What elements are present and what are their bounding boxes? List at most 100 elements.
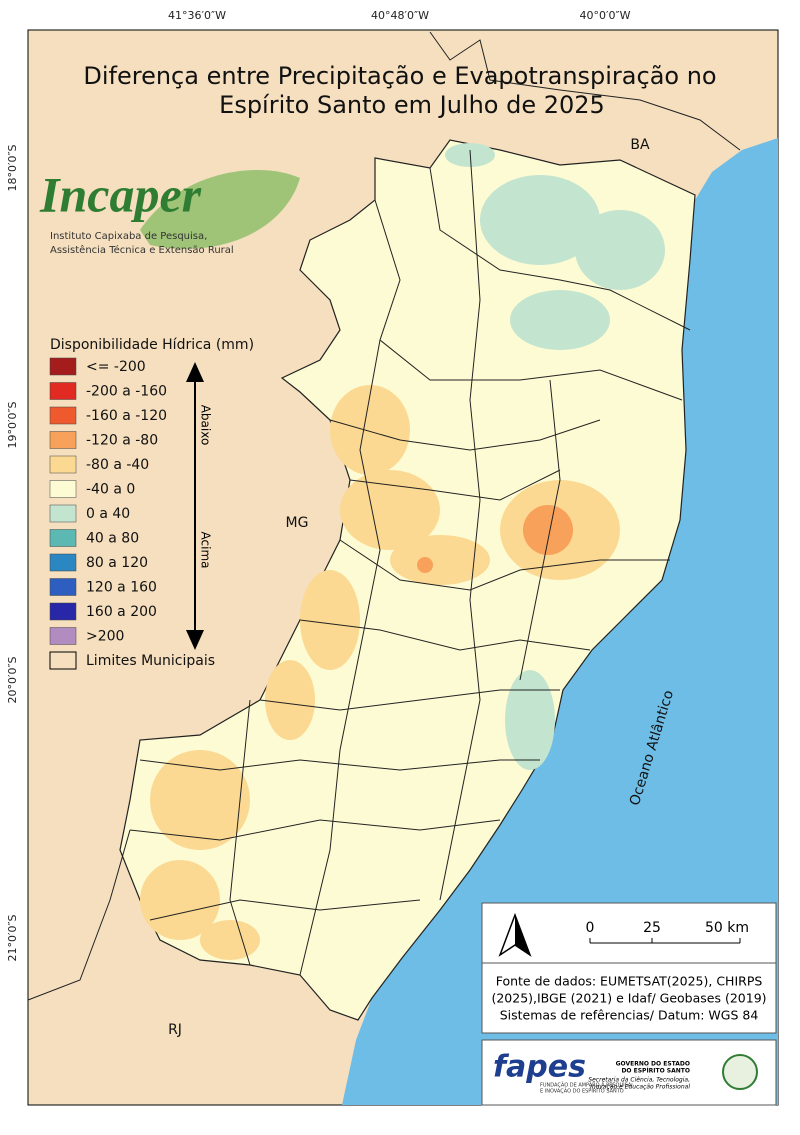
logo-subtitle: Assistência Técnica e Extensão Rural	[50, 244, 234, 256]
boundary	[129, 819, 501, 841]
source-line: Fonte de dados: EUMETSAT(2025), CHIRPS	[496, 974, 763, 989]
ocean	[342, 138, 778, 1105]
boundary	[374, 199, 683, 401]
legend-label: Limites Municipais	[86, 653, 215, 669]
boundary	[139, 759, 540, 771]
longitude-label: 40°48′0″W	[371, 9, 429, 22]
scale-label: 50 km	[705, 920, 749, 936]
boundary	[149, 899, 421, 921]
fapes-logo: fapes	[493, 1050, 586, 1085]
boundary	[429, 31, 741, 151]
legend-title: Disponibilidade Hídrica (mm)	[50, 337, 254, 353]
legend-label: 120 a 160	[86, 580, 157, 596]
legend-label: -160 a -120	[86, 408, 167, 424]
patch	[140, 860, 220, 940]
scale-label: 0	[586, 920, 595, 936]
patch	[340, 470, 440, 550]
patch	[510, 290, 610, 350]
state-emblem	[722, 1054, 758, 1090]
legend-label: <= -200	[86, 359, 146, 375]
north-arrow-half	[515, 915, 530, 955]
latitude-label: 18°0′0″S	[6, 144, 19, 191]
legend-label: -200 a -160	[86, 384, 167, 400]
place-label: BA	[630, 137, 650, 153]
logo-name: Incaper	[39, 166, 202, 222]
fapes-subtitle: E INOVAÇÃO DO ESPÍRITO SANTO	[540, 1088, 624, 1095]
patch	[300, 570, 360, 670]
patch	[505, 670, 555, 770]
boundary	[349, 469, 561, 501]
patch	[265, 660, 315, 740]
legend-swatch	[49, 627, 77, 645]
patch	[575, 210, 665, 290]
boundary	[27, 829, 131, 1001]
legend-swatch	[49, 431, 77, 449]
legend-swatch	[49, 578, 77, 596]
fapes-subtitle: FUNDAÇÃO DE AMPARO À PESQUISA	[540, 1082, 632, 1089]
patch	[390, 535, 490, 585]
legend-swatch	[49, 651, 77, 670]
legend: Disponibilidade Hídrica (mm) Abaixo Acim…	[49, 337, 254, 670]
state-area	[119, 139, 696, 1021]
boundary	[429, 167, 691, 331]
scale-label: 25	[643, 920, 661, 936]
legend-swatch	[49, 455, 77, 474]
boundary	[329, 419, 601, 451]
legend-swatch	[49, 480, 77, 498]
source-line: (2025),IBGE (2021) e Idaf/ Geobases (201…	[491, 991, 766, 1006]
gov-text: Secretaria da Ciência, Tecnologia,	[588, 1077, 690, 1084]
legend-label: -120 a -80	[86, 433, 158, 449]
boundary	[299, 339, 381, 976]
legend-label: >200	[86, 629, 124, 645]
arrow-head	[186, 630, 204, 650]
municipal-boundaries	[27, 31, 741, 1001]
place-label: MG	[286, 515, 309, 531]
boundary	[259, 689, 560, 711]
patch	[480, 175, 600, 265]
arrow-label: Acima	[199, 532, 213, 569]
legend-label: 40 a 80	[86, 531, 139, 547]
title-line: Espírito Santo em Julho de 2025	[219, 91, 605, 119]
raster-patches	[140, 143, 665, 960]
legend-label: 0 a 40	[86, 506, 130, 522]
boundary	[229, 699, 251, 966]
legend-swatch	[49, 382, 77, 400]
boundary	[339, 539, 670, 591]
patch	[150, 750, 250, 850]
place-label: RJ	[168, 1022, 182, 1038]
patch	[330, 385, 410, 475]
logo-leaf	[140, 169, 300, 249]
legend-swatch	[49, 602, 77, 621]
legend-label: 80 a 120	[86, 555, 148, 571]
boundary	[519, 379, 561, 681]
longitude-label: 41°36′0″W	[168, 9, 226, 22]
gov-text: DO ESPÍRITO SANTO	[621, 1067, 690, 1075]
legend-swatch	[49, 529, 77, 547]
boundary	[299, 619, 591, 651]
info-box	[481, 902, 777, 1034]
legend-swatch	[49, 553, 77, 572]
longitude-label: 40°0′0″W	[580, 9, 631, 22]
legend-label: 160 a 200	[86, 604, 157, 620]
gov-text: GOVERNO DO ESTADO	[616, 1061, 690, 1068]
incaper-logo: Incaper Instituto Capixaba de Pesquisa, …	[39, 166, 300, 256]
latitude-label: 20°0′0″S	[6, 656, 19, 703]
legend-swatch	[49, 406, 77, 425]
patch	[523, 505, 573, 555]
logo-subtitle: Instituto Capixaba de Pesquisa,	[50, 231, 207, 242]
patch	[417, 557, 433, 573]
legend-label: -40 a 0	[86, 482, 135, 498]
legend-label: -80 a -40	[86, 457, 149, 473]
gov-text: Inovação e Educação Profissional	[590, 1084, 690, 1091]
arrow-label: Abaixo	[199, 405, 213, 446]
boundary	[439, 149, 481, 901]
legend-swatch	[49, 357, 77, 376]
source-line: Sistemas de refêrencias/ Datum: WGS 84	[500, 1008, 759, 1023]
latitude-label: 19°0′0″S	[6, 401, 19, 448]
legend-swatch	[49, 504, 77, 523]
arrow-head	[186, 362, 204, 382]
patch	[200, 920, 260, 960]
latitude-label: 21°0′0″S	[6, 914, 19, 961]
title-line: Diferença entre Precipitação e Evapotran…	[83, 62, 716, 90]
